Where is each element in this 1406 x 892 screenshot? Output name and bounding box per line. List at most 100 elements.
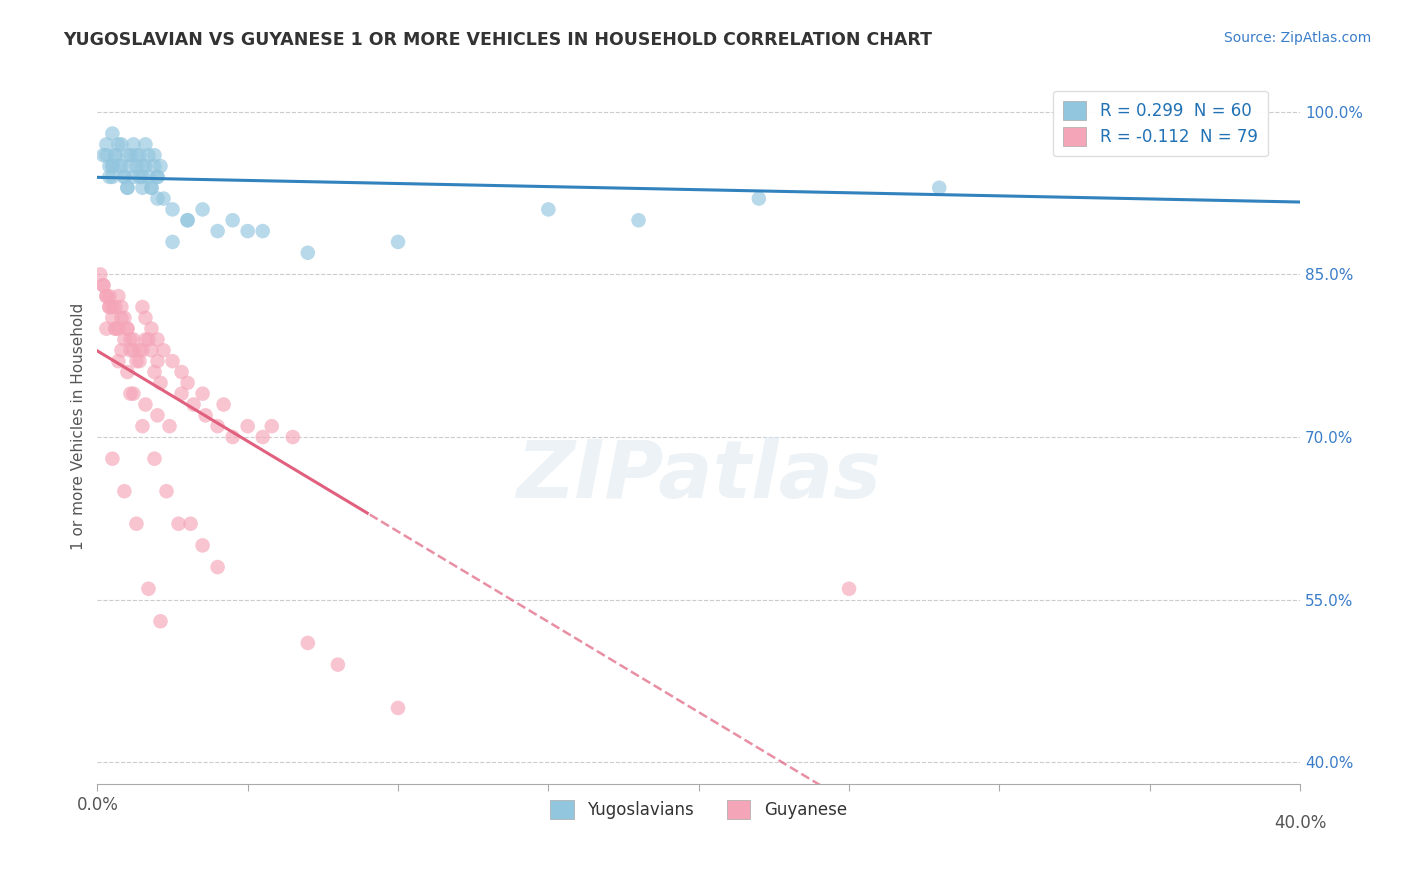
Point [162,354,184,368]
Point [143,148,166,162]
Point [183,397,205,411]
Point [110,137,132,152]
Point [110,159,132,173]
Point [131,169,153,184]
Point [93,148,115,162]
Point [93,278,115,293]
Point [107,354,129,368]
Point [170,386,193,401]
Point [112,484,135,499]
Point [176,213,198,227]
Point [101,451,124,466]
Point [107,159,129,173]
Point [155,484,177,499]
Point [134,310,156,325]
Point [134,397,156,411]
Point [128,169,150,184]
Point [104,321,127,335]
Point [104,148,127,162]
Point [141,343,163,358]
Point [180,516,202,531]
Point [128,148,150,162]
Text: 40.0%: 40.0% [1274,814,1326,832]
Point [131,300,153,314]
Text: Source: ZipAtlas.com: Source: ZipAtlas.com [1223,31,1371,45]
Point [149,159,172,173]
Point [120,159,142,173]
Point [221,213,243,227]
Point [138,148,160,162]
Point [627,213,650,227]
Point [101,169,124,184]
Point [387,235,409,249]
Point [260,419,283,434]
Point [387,701,409,715]
Point [101,159,124,173]
Point [125,516,148,531]
Point [89,268,111,282]
Point [141,180,163,194]
Point [117,321,139,335]
Point [131,419,153,434]
Point [98,300,121,314]
Point [167,516,190,531]
Point [96,321,118,335]
Point [98,169,121,184]
Point [101,127,124,141]
Point [101,159,124,173]
Point [149,614,172,628]
Point [146,333,169,347]
Point [297,245,319,260]
Point [125,159,148,173]
Point [146,192,169,206]
Point [98,289,121,303]
Point [104,148,127,162]
Point [107,321,129,335]
Point [128,343,150,358]
Point [236,224,259,238]
Text: ZIPatlas: ZIPatlas [516,437,882,516]
Point [117,180,139,194]
Point [117,365,139,379]
Point [134,159,156,173]
Point [212,397,235,411]
Point [128,354,150,368]
Point [159,419,181,434]
Point [146,354,169,368]
Point [207,560,229,574]
Point [236,419,259,434]
Point [141,321,163,335]
Point [143,159,166,173]
Point [112,169,135,184]
Point [131,343,153,358]
Point [146,409,169,423]
Point [122,343,145,358]
Point [149,376,172,390]
Point [122,333,145,347]
Point [131,180,153,194]
Point [928,180,950,194]
Point [297,636,319,650]
Point [162,202,184,217]
Point [191,538,214,552]
Point [120,386,142,401]
Point [120,333,142,347]
Point [191,386,214,401]
Point [125,148,148,162]
Point [117,180,139,194]
Point [537,202,560,217]
Point [120,148,142,162]
Y-axis label: 1 or more Vehicles in Household: 1 or more Vehicles in Household [72,302,86,549]
Point [207,224,229,238]
Point [110,343,132,358]
Point [107,137,129,152]
Point [112,169,135,184]
Point [748,192,770,206]
Point [326,657,349,672]
Point [112,333,135,347]
Point [162,235,184,249]
Point [117,148,139,162]
Point [146,169,169,184]
Point [93,278,115,293]
Point [101,300,124,314]
